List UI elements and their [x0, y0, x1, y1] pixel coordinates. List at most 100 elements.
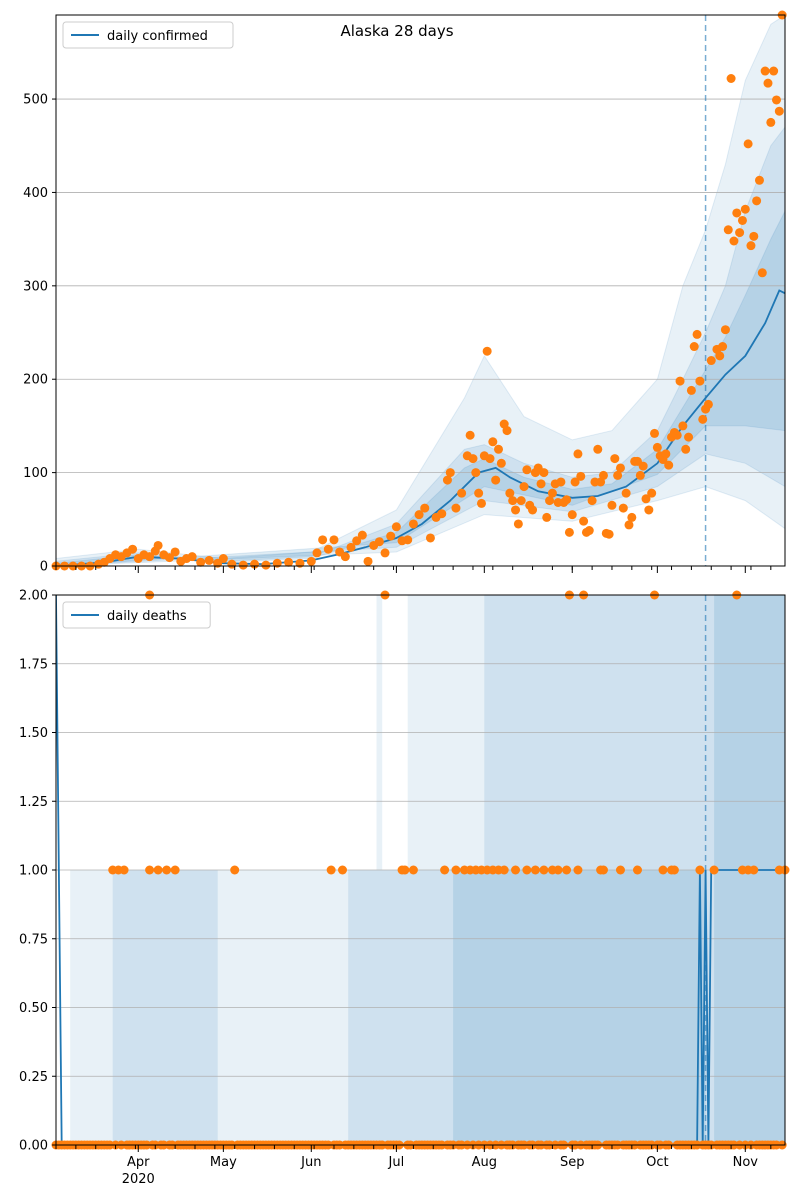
observed-point	[757, 268, 767, 278]
observed-point	[593, 444, 603, 454]
x-tick-label: Aug	[472, 1155, 497, 1170]
observed-point	[553, 865, 563, 875]
observed-point	[400, 865, 410, 875]
y-tick-label: 1.25	[19, 795, 48, 810]
uncertainty-band	[56, 126, 785, 566]
observed-point	[306, 556, 316, 566]
y-tick-label: 0.25	[19, 1070, 48, 1085]
observed-point	[386, 531, 396, 541]
observed-point	[650, 428, 660, 438]
observed-point	[128, 544, 138, 554]
series-line	[56, 289, 785, 566]
y-tick-label: 1.50	[19, 726, 48, 741]
x-tick-label: Sep	[560, 1155, 585, 1170]
observed-point	[669, 865, 679, 875]
observed-point	[715, 351, 725, 361]
observed-point	[494, 444, 504, 454]
observed-point	[391, 522, 401, 532]
uncertainty-band	[56, 15, 785, 566]
observed-point	[476, 498, 486, 508]
observed-point	[153, 865, 163, 875]
observed-point	[652, 442, 662, 452]
plot-frame	[55, 14, 786, 567]
y-tick-label: 0.00	[19, 1139, 48, 1154]
observed-point	[326, 865, 336, 875]
observed-point	[760, 66, 770, 76]
x-tick-label: Oct	[646, 1155, 668, 1170]
x-tick-label: Jun	[300, 1155, 321, 1170]
observed-point	[732, 208, 742, 218]
observed-point	[726, 74, 736, 84]
observed-point	[740, 204, 750, 214]
observed-point	[621, 488, 631, 498]
observed-point	[564, 527, 574, 537]
y-tick-label: 500	[23, 93, 48, 108]
observed-point	[468, 454, 478, 464]
observed-point	[340, 552, 350, 562]
observed-point	[635, 470, 645, 480]
observed-point	[516, 496, 526, 506]
observed-point	[615, 463, 625, 473]
legend: daily confirmed	[62, 21, 234, 49]
observed-point	[508, 496, 518, 506]
observed-point	[573, 865, 583, 875]
observed-point	[272, 558, 282, 568]
observed-point	[363, 556, 373, 566]
observed-point	[737, 215, 747, 225]
observed-point	[720, 325, 730, 335]
observed-point	[440, 865, 450, 875]
observed-point	[522, 465, 532, 475]
observed-point	[318, 535, 328, 545]
observed-point	[474, 488, 484, 498]
observed-point	[709, 865, 719, 875]
legend-label: daily confirmed	[107, 29, 208, 44]
y-tick-label: 1.00	[19, 864, 48, 879]
observed-point	[414, 510, 424, 520]
observed-point	[511, 865, 521, 875]
y-tick-label: 0	[40, 560, 48, 575]
observed-point	[187, 552, 197, 562]
observed-point	[346, 542, 356, 552]
observed-point	[542, 512, 552, 522]
y-tick-label: 0.50	[19, 1001, 48, 1016]
observed-point	[312, 548, 322, 558]
observed-point	[562, 495, 572, 505]
observed-point	[485, 454, 495, 464]
observed-point	[658, 865, 668, 875]
observed-point	[329, 535, 339, 545]
observed-point	[769, 66, 779, 76]
y-tick-label: 0.75	[19, 932, 48, 947]
observed-point	[579, 516, 589, 526]
observed-point	[576, 471, 586, 481]
y-tick-label: 2.00	[19, 589, 48, 604]
observed-point	[496, 458, 506, 468]
observed-point	[536, 479, 546, 489]
y-tick-label: 200	[23, 373, 48, 388]
observed-point	[661, 449, 671, 459]
deaths-panel: 0.00 0.25 0.50 0.75 1.00 1.25 1.50 1.75 2.00 Apr 2…	[19, 589, 790, 1187]
observed-point	[162, 865, 172, 875]
observed-point	[218, 554, 228, 564]
observed-point	[598, 865, 608, 875]
y-tick-label: 300	[23, 279, 48, 294]
observed-point	[505, 488, 515, 498]
x-tick-label: Apr	[127, 1155, 150, 1170]
observed-point	[686, 385, 696, 395]
plot-area	[56, 15, 785, 566]
y-tick-label: 400	[23, 186, 48, 201]
observed-point	[119, 865, 129, 875]
observed-point	[164, 553, 174, 563]
observed-point	[706, 356, 716, 366]
observed-point	[684, 432, 694, 442]
legend-label: daily deaths	[107, 609, 187, 624]
observed-point	[752, 196, 762, 206]
observed-point	[573, 449, 583, 459]
observed-point	[587, 496, 597, 506]
observed-point	[545, 496, 555, 506]
observed-point	[632, 865, 642, 875]
observed-point	[672, 430, 682, 440]
observed-point	[170, 865, 180, 875]
observed-point	[598, 470, 608, 480]
observed-point	[539, 468, 549, 478]
observed-point	[352, 536, 362, 546]
